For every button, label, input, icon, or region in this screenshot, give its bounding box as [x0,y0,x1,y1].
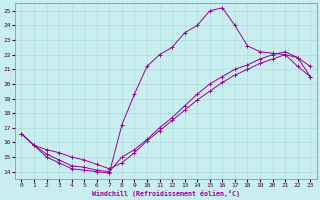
X-axis label: Windchill (Refroidissement éolien,°C): Windchill (Refroidissement éolien,°C) [92,190,240,197]
